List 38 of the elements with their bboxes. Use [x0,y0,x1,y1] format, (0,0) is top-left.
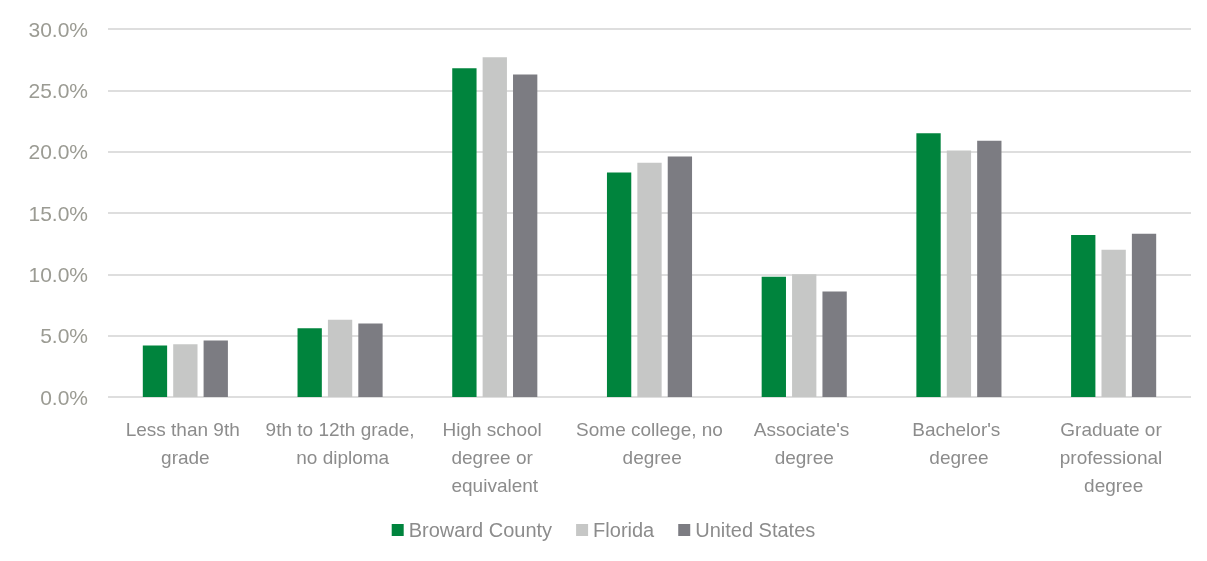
bar [916,133,941,397]
legend-label: United States [695,519,816,541]
y-tick-label: 20.0% [28,140,88,164]
y-tick-label: 5.0% [40,324,88,348]
x-tick-label: High school degree or equivalent [442,418,548,496]
bar [1101,249,1126,397]
bar [1131,233,1157,397]
bar [667,156,693,397]
x-tick-label: 9th to 12th grade, no diploma [265,418,415,468]
x-tick-label: Graduate or professional degree [1059,418,1168,496]
bar [173,344,198,397]
bar [977,140,1002,397]
bar [637,162,662,397]
y-tick-label: 10.0% [28,262,88,286]
x-tick-label: Associate's degree [753,418,855,468]
bar [946,150,972,397]
y-tick-label: 25.0% [28,78,88,102]
bar [297,328,322,397]
x-tick-label: Some college, no degree [576,418,723,468]
bar [452,68,477,397]
legend-label: Florida [593,519,656,541]
y-tick-label: 30.0% [28,17,88,41]
x-tick-label: Bachelor's degree [912,418,1006,468]
bar [358,323,383,397]
bar [513,74,538,397]
bar [792,274,817,397]
x-tick-label: Less than 9th grade [125,418,246,468]
bar [606,172,632,397]
legend-label: Broward County [408,519,553,541]
bar [822,291,847,397]
y-tick-label: 0.0% [40,385,88,409]
bar [761,276,786,397]
y-tick-label: 15.0% [28,201,88,225]
bar [203,340,228,397]
bar [142,345,168,397]
bar [327,319,353,397]
bar [1071,235,1096,397]
bar [482,57,507,397]
